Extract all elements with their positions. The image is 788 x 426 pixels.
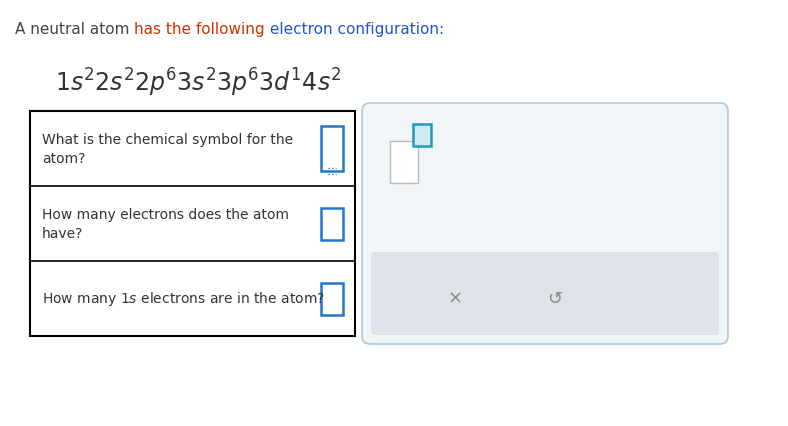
Text: has the following: has the following: [135, 22, 265, 37]
Text: $1s^{2}2s^{2}2p^{6}3s^{2}3p^{6}3d^{1}4s^{2}$: $1s^{2}2s^{2}2p^{6}3s^{2}3p^{6}3d^{1}4s^…: [55, 67, 341, 99]
Bar: [321, 208, 343, 240]
Text: How many electrons does the atom
have?: How many electrons does the atom have?: [42, 207, 289, 241]
Text: A neutral atom: A neutral atom: [15, 22, 135, 37]
Text: ↺: ↺: [548, 289, 563, 307]
Bar: [390, 142, 418, 184]
FancyBboxPatch shape: [371, 253, 719, 335]
Text: ×: ×: [448, 289, 463, 307]
Text: What is the chemical symbol for the
atom?: What is the chemical symbol for the atom…: [42, 132, 293, 166]
Bar: [30, 112, 355, 336]
Text: How many $1s$ electrons are in the atom?: How many $1s$ electrons are in the atom?: [42, 290, 325, 308]
Bar: [413, 125, 431, 147]
FancyBboxPatch shape: [362, 104, 728, 344]
Bar: [321, 127, 343, 172]
Text: electron configuration:: electron configuration:: [265, 22, 444, 37]
Bar: [321, 283, 343, 315]
